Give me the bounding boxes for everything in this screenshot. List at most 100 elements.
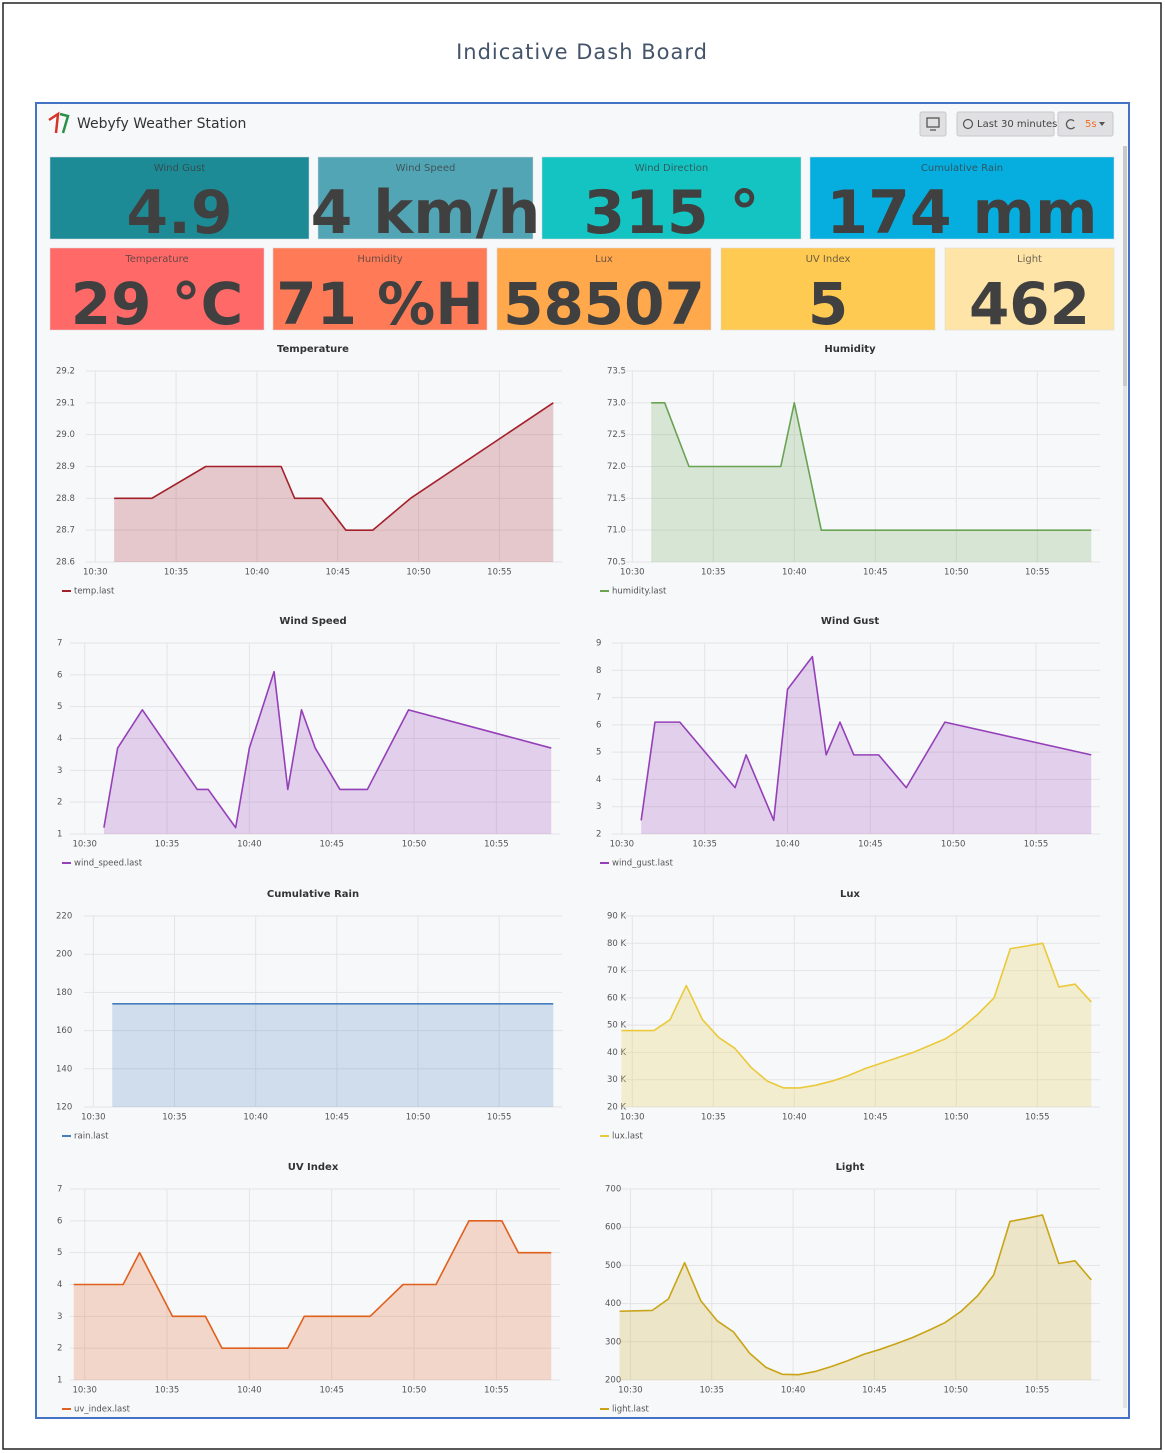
y-tick-label: 3 — [596, 802, 601, 812]
y-tick-label: 180 — [56, 988, 72, 998]
y-tick-label: 80 K — [607, 939, 627, 949]
y-tick-label: 2 — [57, 1344, 62, 1354]
stat-title: Cumulative Rain — [921, 163, 1003, 174]
line — [621, 942, 1092, 1089]
y-tick-label: 600 — [605, 1223, 621, 1233]
x-tick-label: 10:55 — [487, 1113, 512, 1123]
y-tick-label: 500 — [605, 1261, 621, 1271]
x-tick-label: 10:35 — [155, 840, 180, 850]
stat-value: 58507 — [503, 270, 705, 338]
stat-panel — [317, 156, 534, 240]
x-tick-label: 10:45 — [862, 1386, 887, 1396]
stat-panel — [944, 247, 1115, 331]
y-tick-label: 200 — [56, 950, 72, 960]
x-tick-label: 10:55 — [487, 568, 512, 578]
y-tick-label: 71.0 — [607, 526, 626, 536]
x-tick-label: 10:35 — [155, 1386, 180, 1396]
x-tick-label: 10:50 — [406, 568, 431, 578]
x-tick-label: 10:50 — [944, 1113, 969, 1123]
x-tick-label: 10:35 — [701, 568, 726, 578]
refresh-button[interactable] — [1057, 111, 1114, 137]
refresh-icon — [1065, 119, 1076, 130]
x-tick-label: 10:50 — [944, 568, 969, 578]
x-tick-label: 10:55 — [484, 840, 509, 850]
line — [640, 655, 1092, 822]
y-tick-label: 29.2 — [56, 367, 75, 377]
chart-title: UV Index — [288, 1162, 339, 1173]
y-tick-label: 60 K — [607, 993, 627, 1003]
line — [114, 402, 554, 531]
x-tick-label: 10:45 — [325, 1113, 350, 1123]
area — [73, 1220, 552, 1380]
x-tick-label: 10:40 — [243, 1113, 268, 1123]
y-tick-label: 6 — [596, 720, 601, 730]
legend-label: wind_gust.last — [612, 859, 674, 869]
x-tick-label: 10:55 — [1025, 568, 1050, 578]
y-tick-label: 5 — [57, 1248, 62, 1258]
y-tick-label: 71.5 — [607, 494, 626, 504]
area — [651, 402, 1092, 562]
x-tick-label: 10:40 — [775, 840, 800, 850]
line — [651, 402, 1092, 531]
scrollbar — [1123, 146, 1127, 1408]
y-tick-label: 70.5 — [607, 558, 626, 568]
dashboard-name[interactable]: Webyfy Weather Station — [77, 116, 246, 132]
y-tick-label: 28.6 — [56, 558, 75, 568]
y-tick-label: 50 K — [607, 1021, 627, 1031]
x-tick-label: 10:30 — [81, 1113, 106, 1123]
tv-mode-button[interactable] — [919, 111, 947, 137]
y-tick-label: 29.0 — [56, 430, 75, 440]
y-tick-label: 73.5 — [607, 367, 626, 377]
x-tick-label: 10:50 — [406, 1113, 431, 1123]
x-tick-label: 10:40 — [245, 568, 270, 578]
clock-icon — [962, 118, 974, 130]
y-tick-label: 3 — [57, 766, 62, 776]
stat-title: Temperature — [124, 254, 188, 265]
legend-label: lux.last — [612, 1132, 643, 1142]
legend-label: light.last — [612, 1405, 650, 1415]
y-tick-label: 73.0 — [607, 398, 626, 408]
x-tick-label: 10:45 — [319, 840, 344, 850]
y-tick-label: 7 — [57, 639, 62, 649]
x-tick-label: 10:40 — [782, 1113, 807, 1123]
monitor-icon — [926, 117, 940, 128]
legend-label: uv_index.last — [74, 1405, 131, 1415]
y-tick-label: 28.7 — [56, 526, 75, 536]
y-tick-label: 28.8 — [56, 494, 75, 504]
x-tick-label: 10:50 — [402, 1386, 427, 1396]
y-tick-label: 1 — [57, 830, 62, 840]
stat-title: Wind Gust — [154, 163, 206, 174]
x-tick-label: 10:45 — [858, 840, 883, 850]
y-tick-label: 40 K — [607, 1048, 627, 1058]
y-tick-label: 28.9 — [56, 462, 75, 472]
stat-title: Wind Direction — [635, 163, 709, 174]
y-tick-label: 4 — [57, 734, 62, 744]
time-range[interactable]: Last 30 minutes — [977, 119, 1057, 130]
x-tick-label: 10:30 — [620, 1113, 645, 1123]
x-tick-label: 10:45 — [326, 568, 351, 578]
time-picker-button[interactable] — [956, 111, 1055, 137]
y-tick-label: 7 — [57, 1185, 62, 1195]
y-tick-label: 5 — [57, 702, 62, 712]
stat-title: Lux — [595, 254, 613, 265]
legend-label: temp.last — [74, 587, 115, 597]
line — [619, 1214, 1092, 1376]
stat-value: 5 — [808, 270, 848, 338]
y-tick-label: 4 — [596, 775, 601, 785]
stat-panel — [720, 247, 936, 331]
line — [73, 1220, 552, 1349]
logo — [48, 111, 70, 134]
chart-title: Humidity — [824, 344, 876, 355]
x-tick-label: 10:40 — [237, 840, 262, 850]
y-tick-label: 400 — [605, 1299, 621, 1309]
x-tick-label: 10:45 — [863, 568, 888, 578]
y-tick-label: 20 K — [607, 1103, 627, 1113]
y-tick-label: 8 — [596, 666, 601, 676]
area — [641, 656, 1092, 834]
x-tick-label: 10:40 — [237, 1386, 262, 1396]
y-tick-label: 6 — [57, 670, 62, 680]
y-tick-label: 120 — [56, 1103, 72, 1113]
legend-label: rain.last — [74, 1132, 109, 1142]
refresh-interval[interactable]: 5s — [1085, 119, 1097, 130]
